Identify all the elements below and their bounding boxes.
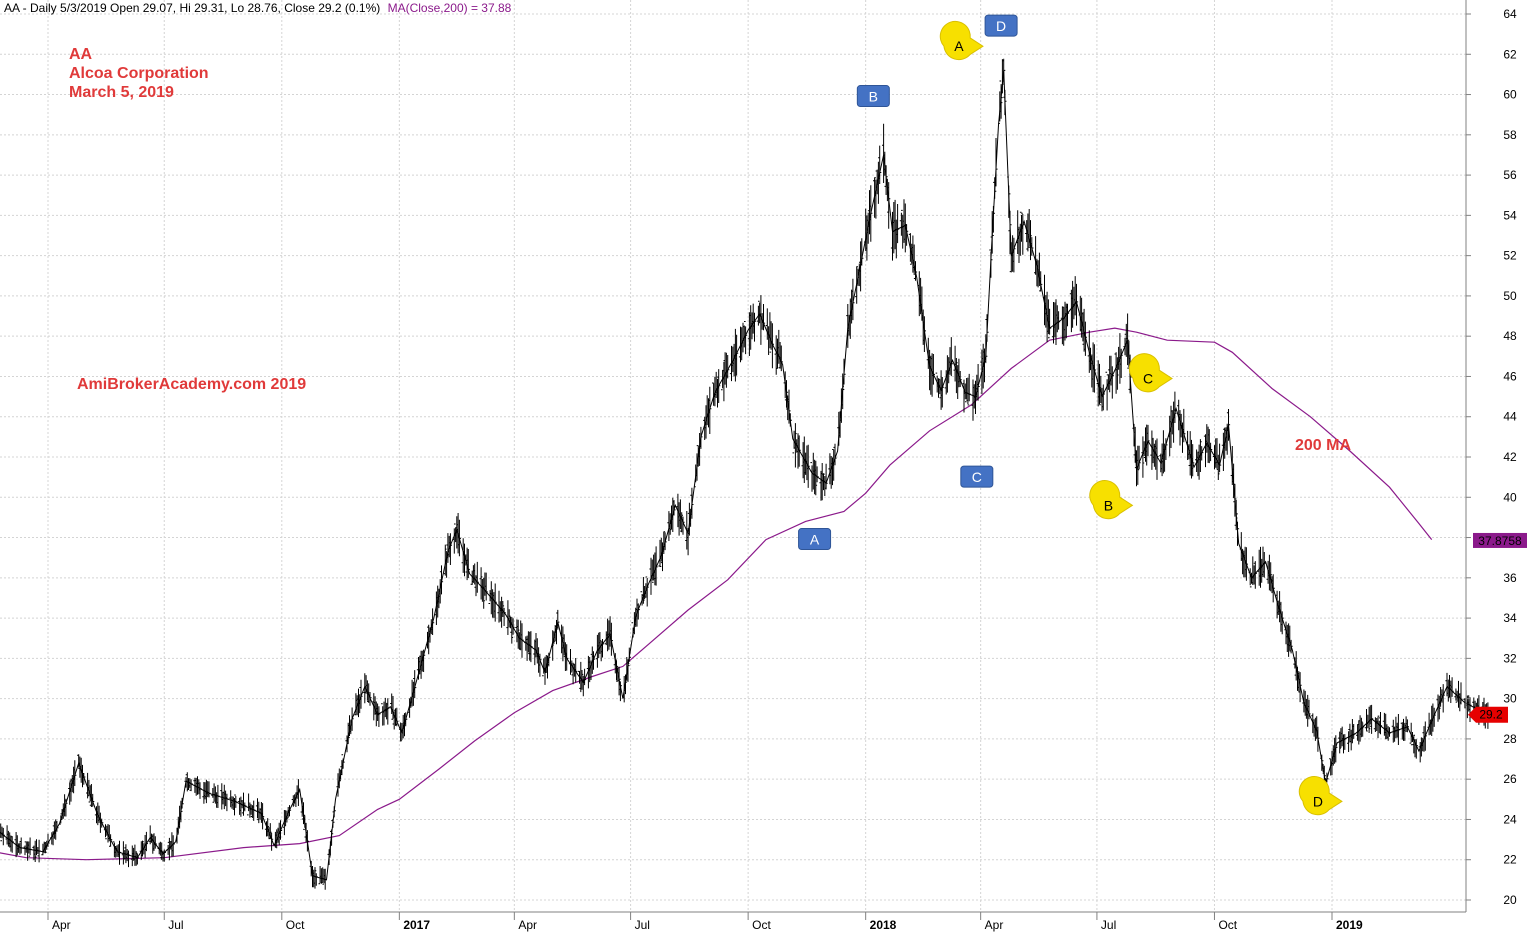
y-tick-label: 32 (1503, 651, 1517, 665)
y-tick-label: 46 (1503, 369, 1517, 383)
chart-grid (0, 0, 1466, 912)
wave-bubble (1128, 353, 1173, 393)
y-tick-label: 34 (1503, 611, 1517, 625)
wave-bubble-text: A (954, 38, 964, 54)
y-tick-label: 44 (1503, 410, 1517, 424)
wave-box-text: B (869, 89, 878, 105)
wave-bubble (939, 20, 984, 61)
wave-bubble-label: B (1089, 480, 1134, 520)
close-badge-box (1468, 706, 1508, 723)
close-badge-text: 29.2 (1479, 708, 1503, 722)
y-tick-label: 24 (1503, 812, 1517, 826)
y-tick-label: 22 (1503, 853, 1517, 867)
note-ma-label: 200 MA (1295, 437, 1351, 454)
y-tick-label: 42 (1503, 450, 1517, 464)
note-watermark: AmiBrokerAcademy.com 2019 (77, 376, 306, 393)
x-tick-label: Jul (168, 918, 183, 932)
ma-badge-text: 37.8758 (1478, 534, 1522, 548)
wave-box-label: B (856, 85, 890, 108)
y-tick-label: 60 (1503, 88, 1517, 102)
x-tick-label: Apr (52, 918, 71, 932)
x-tick-label: 2017 (403, 918, 430, 932)
wave-bubble (1298, 776, 1343, 816)
header-ma-text: MA(Close,200) = 37.88 (388, 1, 512, 15)
y-tick-label: 20 (1503, 893, 1517, 907)
ma-line-layer (0, 327, 1433, 861)
wave-bubble-text: C (1143, 370, 1153, 386)
wave-box (984, 14, 1018, 37)
x-tick-label: Apr (518, 918, 537, 932)
y-tick-label: 52 (1503, 249, 1517, 263)
wave-bubble (1089, 480, 1134, 520)
y-axis-ticks: 2022242628303234363840424446485052545658… (1466, 7, 1517, 907)
x-tick-label: Apr (985, 918, 1004, 932)
y-tick-label: 28 (1503, 732, 1517, 746)
x-tick-label: Jul (1101, 918, 1116, 932)
y-tick-label: 48 (1503, 329, 1517, 343)
price-badges: 37.8758 29.2 (1468, 532, 1527, 723)
ma-value-badge: 37.8758 (1473, 532, 1527, 548)
note-ticker: AA (69, 46, 93, 63)
y-tick-label: 40 (1503, 490, 1517, 504)
wave-box (856, 85, 890, 108)
wave-bubble-label: D (1298, 776, 1343, 816)
y-tick-label: 54 (1503, 208, 1517, 222)
y-tick-label: 64 (1503, 7, 1517, 21)
x-tick-label: 2018 (870, 918, 897, 932)
note-date: March 5, 2019 (69, 84, 174, 101)
wave-box-text: A (810, 532, 820, 548)
wave-box-text: D (996, 18, 1006, 34)
y-tick-label: 56 (1503, 168, 1517, 182)
wave-bubble-text: B (1104, 497, 1113, 513)
y-tick-label: 30 (1503, 692, 1517, 706)
y-tick-label: 62 (1503, 47, 1517, 61)
x-tick-label: Oct (286, 918, 305, 932)
wave-box (960, 465, 994, 488)
y-tick-label: 26 (1503, 772, 1517, 786)
x-tick-label: Oct (752, 918, 771, 932)
wave-box-label: D (984, 14, 1018, 37)
y-tick-label: 36 (1503, 571, 1517, 585)
header-ticker-text: AA - Daily 5/3/2019 Open 29.07, Hi 29.31… (4, 1, 380, 15)
x-tick-label: Jul (635, 918, 650, 932)
y-tick-label: 58 (1503, 128, 1517, 142)
price-close-line (0, 70, 1489, 881)
y-tick-label: 50 (1503, 289, 1517, 303)
wave-box-label: A (798, 528, 832, 551)
wave-box (798, 528, 832, 551)
wave-box-label: C (960, 465, 994, 488)
ma-badge-box (1473, 532, 1527, 548)
wave-bubble-label: C (1128, 353, 1173, 393)
wave-annotations: D B C A A C B D (798, 14, 1343, 816)
close-value-badge: 29.2 (1468, 706, 1508, 723)
x-tick-label: 2019 (1336, 918, 1363, 932)
ma-200-line (0, 327, 1433, 861)
price-bars-layer (0, 58, 1490, 890)
x-axis-ticks: Apr Jul Oct 2017 Apr Jul Oct 2018 Apr Jul Oct 2019 (47, 912, 1363, 932)
wave-bubble-text: D (1313, 793, 1323, 809)
wave-bubble-label: A (939, 20, 984, 61)
price-daily-bars (0, 58, 1490, 890)
note-company: Alcoa Corporation (69, 65, 209, 82)
wave-box-text: C (972, 469, 982, 485)
x-tick-label: Oct (1218, 918, 1237, 932)
svg-text:AA - Daily 5/3/2019 Open 29.07: AA - Daily 5/3/2019 Open 29.07, Hi 29.31… (4, 1, 512, 15)
